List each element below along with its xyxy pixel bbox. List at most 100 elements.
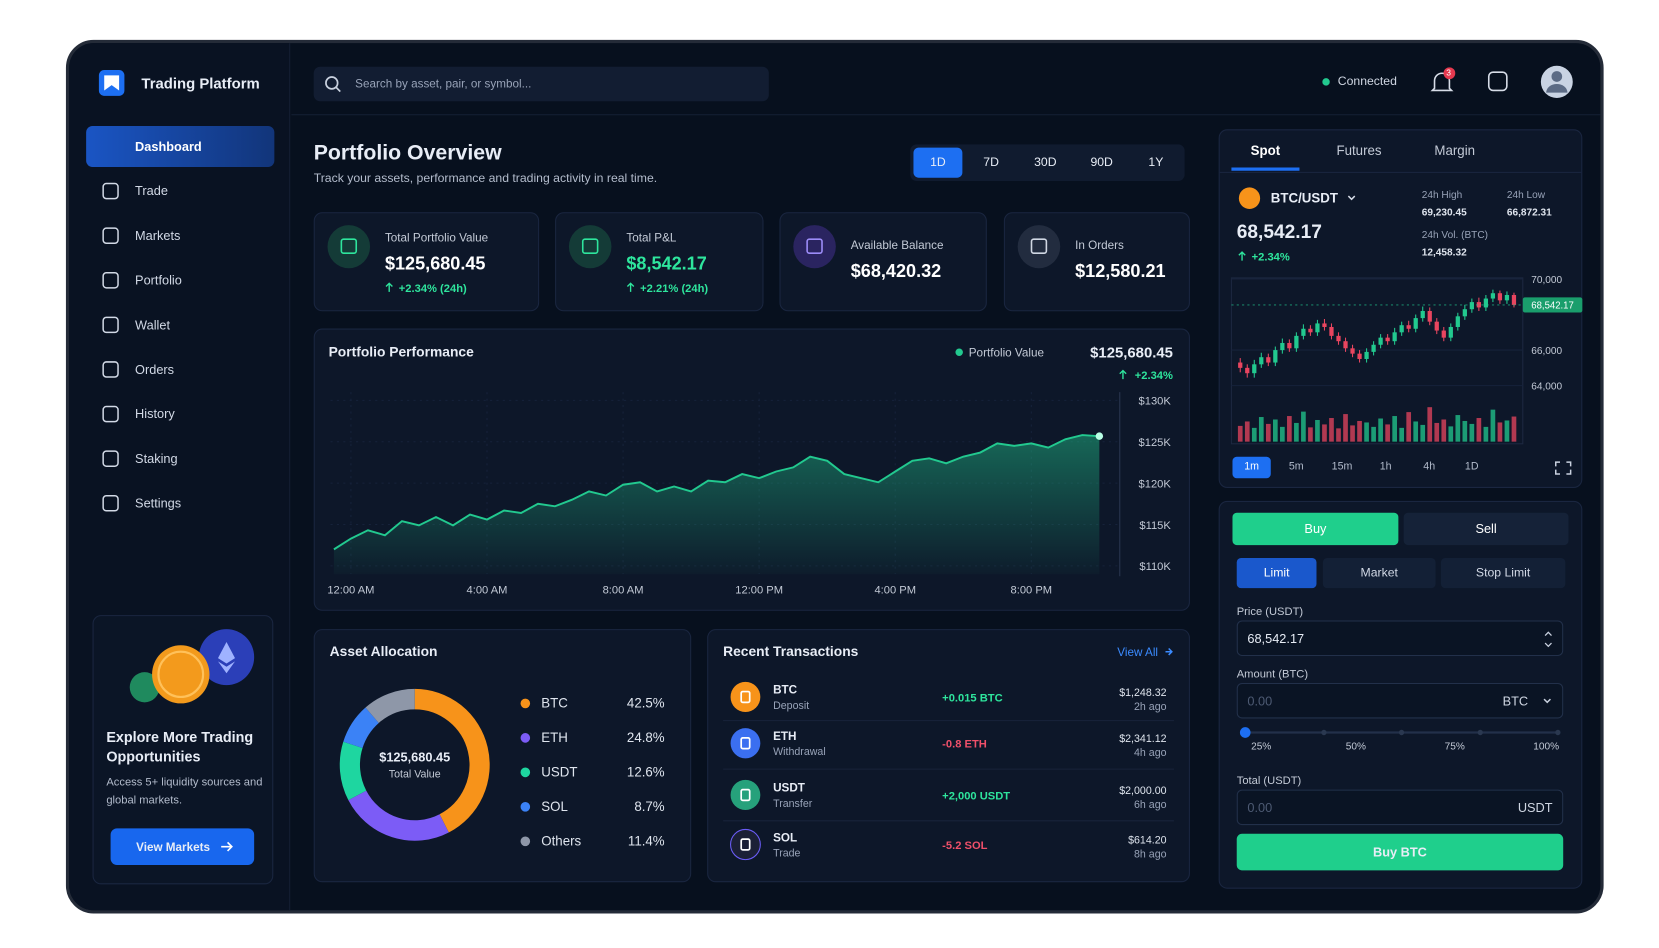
total-input[interactable] bbox=[1236, 789, 1564, 826]
nav-item[interactable]: History bbox=[135, 406, 175, 422]
market-stat-value: 69,230.45 bbox=[1421, 206, 1467, 219]
tx-time: 8h ago bbox=[1134, 848, 1167, 861]
candle-body bbox=[1441, 330, 1446, 338]
field-label: Amount (BTC) bbox=[1236, 667, 1309, 681]
nav-item[interactable]: Dashboard bbox=[135, 138, 202, 155]
volume-bar bbox=[1483, 426, 1489, 442]
coin-graphic bbox=[157, 650, 205, 699]
range-tab[interactable]: 30D bbox=[1034, 156, 1057, 170]
end-point bbox=[1095, 432, 1104, 440]
type-tab-bg[interactable] bbox=[1440, 557, 1566, 589]
market-tab[interactable]: Futures bbox=[1336, 143, 1382, 159]
nav-item[interactable]: Wallet bbox=[135, 317, 171, 333]
nav-active[interactable] bbox=[86, 126, 275, 167]
donut-center-value: $125,680.45 bbox=[379, 749, 451, 765]
pair[interactable]: BTC/USDT bbox=[1270, 190, 1338, 206]
side-tab[interactable]: Sell bbox=[1475, 521, 1497, 537]
candle-body bbox=[1371, 344, 1376, 352]
slider-mark[interactable]: 25% bbox=[1251, 741, 1272, 753]
type-tab[interactable]: Stop Limit bbox=[1475, 566, 1531, 580]
field-label: Total (USDT) bbox=[1236, 774, 1302, 788]
stat-icon bbox=[568, 225, 612, 269]
donut-center-label: Total Value bbox=[388, 769, 441, 781]
volume-bar bbox=[1265, 423, 1271, 442]
volume-bar bbox=[1511, 416, 1517, 442]
candle-body bbox=[1252, 364, 1257, 374]
nav-icon bbox=[102, 361, 119, 378]
type-tab-bg[interactable] bbox=[1322, 557, 1436, 589]
candle-body bbox=[1238, 362, 1243, 368]
slider-mark[interactable]: 100% bbox=[1533, 741, 1560, 753]
promo-title: Explore More Trading Opportunities bbox=[106, 729, 254, 765]
logo-mark bbox=[104, 75, 120, 91]
volume-bar bbox=[1413, 421, 1419, 442]
slider-knob[interactable] bbox=[1239, 727, 1251, 738]
total-placeholder: 0.00 bbox=[1247, 800, 1273, 816]
interval-tab[interactable]: 5m bbox=[1288, 461, 1304, 473]
chevron[interactable] bbox=[1543, 698, 1551, 704]
expand-icon[interactable] bbox=[1555, 461, 1572, 475]
search-box[interactable] bbox=[313, 66, 769, 102]
market-tab[interactable]: Spot bbox=[1250, 143, 1281, 159]
tx-time: 4h ago bbox=[1134, 747, 1167, 760]
arrow-icon bbox=[221, 841, 233, 852]
interval-tab[interactable]: 1m bbox=[1244, 461, 1260, 473]
range-tab[interactable]: 1Y bbox=[1148, 156, 1164, 170]
volume-bar bbox=[1427, 407, 1433, 442]
market-price: 68,542.17 bbox=[1236, 220, 1322, 243]
chevron[interactable] bbox=[1347, 195, 1356, 201]
side-tab-bg[interactable] bbox=[1403, 512, 1569, 546]
tx-amount: +2,000 USDT bbox=[942, 789, 1011, 803]
candle-body bbox=[1434, 321, 1439, 331]
range-tab[interactable]: 1D bbox=[930, 156, 946, 170]
type-tab-bg[interactable] bbox=[1236, 557, 1317, 589]
volume-bar bbox=[1287, 416, 1292, 442]
interval-tab[interactable]: 1D bbox=[1464, 461, 1479, 473]
x-tick-label: 12:00 AM bbox=[327, 584, 374, 596]
side-tab-bg[interactable] bbox=[1232, 512, 1399, 546]
market-tab[interactable]: Margin bbox=[1434, 143, 1476, 159]
nav-item[interactable]: Markets bbox=[135, 228, 181, 244]
candle-body bbox=[1364, 351, 1369, 359]
candle-body bbox=[1315, 323, 1320, 333]
stepper[interactable] bbox=[1544, 631, 1552, 648]
interval-active[interactable] bbox=[1232, 456, 1271, 479]
range-active[interactable] bbox=[913, 147, 963, 178]
type-tab[interactable]: Market bbox=[1360, 566, 1398, 580]
interval-tab[interactable]: 1h bbox=[1379, 461, 1392, 473]
price-input[interactable] bbox=[1236, 620, 1564, 657]
asset-icon bbox=[730, 779, 761, 811]
slider-mark[interactable]: 50% bbox=[1345, 741, 1366, 753]
volume-bar bbox=[1385, 424, 1390, 442]
up-arrow bbox=[385, 282, 393, 292]
nav-item[interactable]: Orders bbox=[135, 361, 175, 378]
nav-item[interactable]: Trade bbox=[135, 183, 168, 199]
range-tab[interactable]: 7D bbox=[983, 156, 999, 170]
candle-body bbox=[1469, 302, 1474, 310]
amount-input[interactable] bbox=[1236, 682, 1564, 719]
buy-button[interactable] bbox=[1236, 833, 1564, 871]
nav-item[interactable]: Staking bbox=[135, 451, 178, 467]
eth-glyph bbox=[217, 642, 236, 674]
type-tab[interactable]: Limit bbox=[1263, 566, 1290, 580]
avatar-head bbox=[1551, 71, 1563, 82]
nav-item[interactable]: Portfolio bbox=[135, 272, 182, 288]
nav-item[interactable]: Settings bbox=[135, 495, 182, 511]
volume-bar bbox=[1497, 422, 1503, 442]
interval-tab[interactable]: 4h bbox=[1423, 461, 1436, 473]
nav-icon bbox=[102, 227, 119, 244]
view-all-link[interactable]: View All bbox=[1117, 646, 1159, 660]
candle-body bbox=[1413, 318, 1418, 329]
slider-mark[interactable]: 75% bbox=[1444, 741, 1465, 753]
range-tab[interactable]: 90D bbox=[1090, 156, 1113, 170]
interval-tab[interactable]: 15m bbox=[1331, 461, 1353, 473]
volume-bar bbox=[1244, 421, 1250, 442]
wallet-icon[interactable] bbox=[1487, 71, 1508, 92]
nav-icon bbox=[102, 182, 119, 200]
market-stat-value: 12,458.32 bbox=[1421, 246, 1467, 259]
volume-bar bbox=[1490, 409, 1496, 442]
nav-icon bbox=[102, 316, 119, 334]
side-tab[interactable]: Buy bbox=[1304, 521, 1327, 537]
nav-icon bbox=[102, 405, 119, 423]
